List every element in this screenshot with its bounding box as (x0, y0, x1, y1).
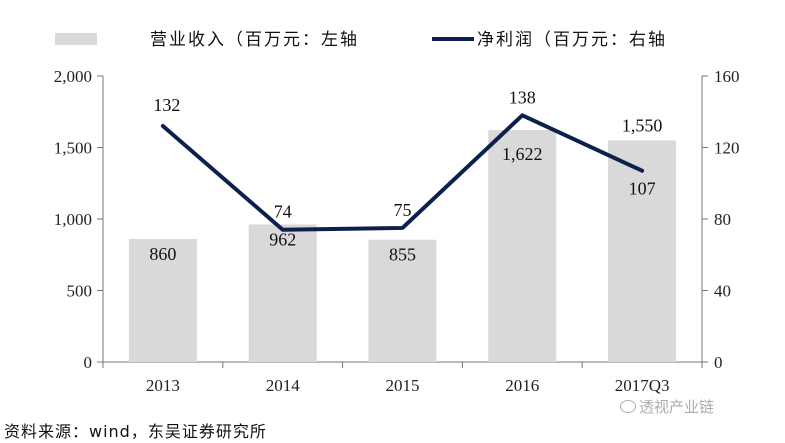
line-series (160, 113, 645, 232)
bar-labels: 860 962 855 1,622 1,550 (149, 115, 662, 264)
watermark-label: 透视产业链 (639, 398, 715, 416)
bar-data-label: 1,550 (622, 115, 663, 135)
bar-data-label: 962 (269, 229, 296, 249)
right-tick-label: 0 (714, 353, 723, 372)
bar-data-label: 860 (149, 244, 176, 264)
bar (128, 239, 197, 362)
left-tick-label: 500 (67, 282, 93, 301)
bar-series (128, 130, 677, 362)
left-tick-label: 0 (84, 353, 93, 372)
wechat-icon (620, 400, 636, 413)
x-tick-label: 2015 (386, 376, 420, 395)
legend-label-revenue: 营业收入（百万元：左轴 (150, 30, 359, 50)
line-data-label: 132 (153, 95, 180, 115)
bar (248, 224, 317, 362)
legend: 营业收入（百万元：左轴 净利润（百万元：右轴 (55, 30, 667, 50)
line-data-label: 138 (509, 87, 536, 107)
watermark: 透视产业链 (620, 396, 714, 417)
source-note: 资料来源：wind，东吴证券研究所 (4, 422, 267, 441)
bar-data-label: 855 (389, 245, 416, 265)
x-tick-label: 2014 (266, 376, 301, 395)
line-data-label: 75 (394, 200, 412, 220)
x-tick-label: 2017Q3 (615, 376, 670, 395)
right-tick-label: 80 (714, 210, 731, 229)
line-data-label: 107 (629, 179, 656, 199)
axes: 0 500 1,000 1,500 2,000 0 40 80 120 160 2013 2014 20… (54, 67, 740, 395)
bar (488, 130, 557, 362)
bar (368, 239, 437, 362)
right-tick-label: 120 (714, 139, 740, 158)
right-tick-label: 40 (714, 282, 731, 301)
bar-data-label: 1,622 (502, 144, 543, 164)
left-tick-label: 2,000 (54, 67, 92, 86)
x-tick-label: 2016 (505, 376, 539, 395)
right-tick-label: 160 (714, 67, 740, 86)
legend-swatch-revenue (55, 33, 97, 45)
line-labels: 132 74 75 138 107 (153, 87, 655, 221)
x-tick-label: 2013 (146, 376, 180, 395)
legend-label-profit: 净利润（百万元：右轴 (477, 30, 667, 50)
bar (608, 140, 677, 362)
left-tick-label: 1,500 (54, 139, 92, 158)
left-tick-label: 1,000 (54, 210, 92, 229)
line-data-label: 74 (274, 202, 292, 222)
